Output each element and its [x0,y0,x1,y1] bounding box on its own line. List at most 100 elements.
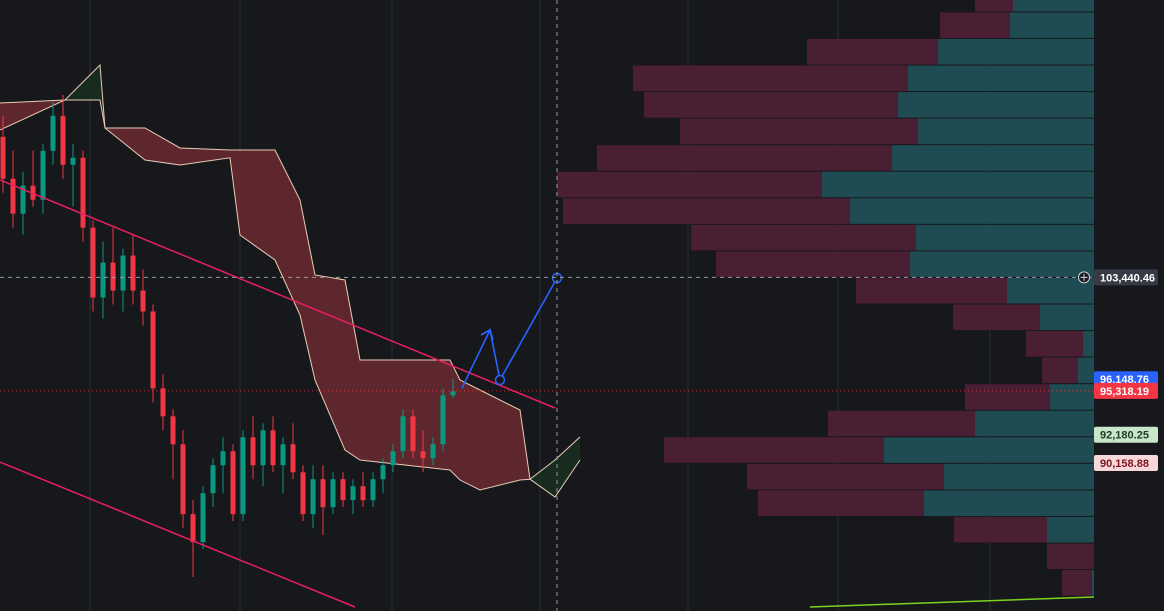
price-label: 92,180.25 [1100,430,1149,442]
profile-sell [747,463,944,490]
profile-buy [938,38,1094,65]
candle-body [160,388,166,417]
profile-buy [916,224,1094,251]
cloud-line [0,99,581,498]
profile-buy [910,251,1094,277]
profile-buy [898,92,1094,118]
candle-body [330,479,336,508]
price-label: 95,318.19 [1100,386,1149,398]
cloud-line [0,63,581,491]
candle-body [390,451,396,466]
volume-profile [557,0,1094,596]
profile-buy [1050,384,1094,410]
candle-body [450,391,456,396]
arrow-head [480,328,494,341]
profile-sell [954,516,1047,543]
candle-body [360,486,366,501]
candle-body [250,437,256,466]
candle-body [230,451,236,515]
candles [0,94,456,578]
candle-body [370,479,376,501]
candle-body [220,451,226,466]
cloud-fill [530,460,555,498]
profile-sell [680,118,918,145]
candle-body [440,395,446,445]
candle-body [260,430,266,466]
profile-buy [1092,570,1094,596]
candle-body [430,444,436,459]
profile-buy [924,490,1094,516]
cloud-fill [345,279,360,461]
profile-buy [892,145,1094,171]
candle-body [190,514,196,543]
cloud-fill [85,65,100,100]
profile-sell [597,145,892,171]
cloud-fill [480,390,520,491]
candle-body [70,157,76,165]
cloud-fill [300,199,315,380]
cloud-fill [360,359,450,471]
profile-sell [563,198,850,224]
candle-body [80,157,86,228]
candle-body [280,444,286,466]
candle-body [130,255,136,291]
price-axis: 103,440.4696,148.7695,318.1992,180.2590,… [1078,269,1158,472]
profile-buy [1083,331,1094,357]
profile-sell [975,0,1013,12]
candle-body [0,136,6,179]
candle-body [270,430,276,466]
candle-body [240,437,246,515]
candle-body [310,479,316,515]
profile-sell [1062,570,1092,596]
drawing-path [461,277,558,389]
profile-buy [908,65,1094,92]
candle-body [420,451,426,459]
price-label-box [1094,382,1158,399]
price-label-box [1094,269,1158,286]
profile-sell [758,490,924,516]
profile-sell [1026,331,1083,357]
profile-buy [975,410,1094,437]
candle-body [170,416,176,445]
profile-buy [944,463,1094,490]
trend-line [0,179,556,409]
candle-body [150,311,156,389]
crosshair-plus-sign [1080,273,1088,281]
candle-body [180,444,186,515]
candle-body [40,150,46,200]
candle-body [100,262,106,298]
profile-buy [918,118,1094,145]
price-label: 103,440.46 [1100,272,1155,284]
candle-body [380,465,386,480]
candle-body [60,115,66,165]
profile-sell [691,224,916,251]
profile-buy [850,198,1094,224]
candle-body [50,115,56,151]
candle-body [290,444,296,473]
trend-line [0,461,356,608]
profile-sell [953,304,1040,331]
profile-sell [633,65,908,92]
profile-sell [644,92,898,118]
candle-body [210,465,216,494]
candle-body [140,290,146,312]
candle-body [20,185,26,214]
cloud-fill [180,147,230,166]
cloud-fill [460,379,480,491]
candle-body [300,472,306,515]
candle-body [10,178,16,214]
cloud-fill [240,149,275,260]
candle-body [90,227,96,298]
profile-sell [557,171,822,198]
profile-buy [1010,12,1094,38]
profile-sell [664,437,884,463]
candle-body [200,493,206,543]
profile-buy [1007,277,1094,304]
profile-buy [1040,304,1094,331]
trend-line [809,596,1094,608]
profile-sell [807,38,938,65]
price-label-box [1094,426,1158,443]
cloud-fill [555,437,580,498]
candle-body [320,479,326,508]
